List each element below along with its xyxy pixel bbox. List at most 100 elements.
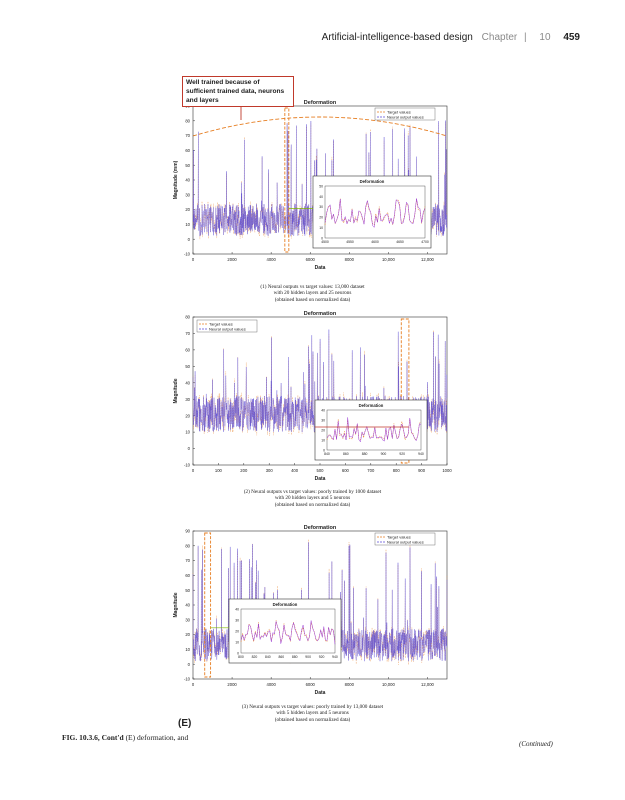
- y-tick-label: 60: [185, 347, 190, 352]
- running-header: Artificial-intelligence-based design Cha…: [0, 32, 580, 43]
- x-tick-label: 300: [266, 468, 274, 473]
- caption-line: (obtained based on normalized data): [274, 716, 351, 723]
- y-tick-label: 10: [185, 222, 190, 227]
- book-title: Artificial-intelligence-based design: [321, 32, 473, 43]
- inset-y-tick-label: 0: [237, 651, 239, 655]
- x-tick-label: 700: [367, 468, 375, 473]
- x-tick-label: 8000: [345, 682, 355, 687]
- caption-line: (obtained based on normalized data): [274, 501, 351, 508]
- chapter-number: 10: [539, 32, 551, 43]
- legend-box: [196, 319, 258, 333]
- x-tick-label: 6000: [306, 257, 316, 262]
- inset-x-tick-label: 940: [418, 452, 424, 456]
- inset-x-tick-label: 920: [399, 452, 405, 456]
- highlight-region: [204, 532, 212, 678]
- inset-y-tick-label: 20: [321, 428, 325, 432]
- inset-x-tick-label: 860: [343, 452, 349, 456]
- inset-x-tick-label: 4600: [371, 240, 379, 244]
- annotation-box: Well trained because of sufficient train…: [182, 76, 294, 107]
- y-axis-label: Magnitude: [173, 378, 179, 403]
- x-tick-label: 10,000: [382, 257, 395, 262]
- y-tick-label: 90: [185, 529, 190, 534]
- legend-box: [374, 107, 436, 121]
- inset-x-tick-label: 800: [238, 655, 244, 659]
- y-tick-label: 10: [185, 430, 190, 435]
- envelope-arc: [192, 116, 448, 137]
- inset-y-tick-label: 20: [319, 216, 323, 220]
- inset-x-tick-label: 860: [278, 655, 284, 659]
- inset-x-tick-label: 880: [362, 452, 368, 456]
- y-tick-label: 0: [188, 446, 191, 451]
- caption-line: (obtained based on normalized data): [274, 296, 351, 303]
- y-tick-label: 10: [185, 647, 190, 652]
- inset-series-neural: [324, 198, 426, 228]
- legend-label-target: Target values: [209, 322, 233, 327]
- inset-x-tick-label: 880: [292, 655, 298, 659]
- x-tick-label: 900: [418, 468, 426, 473]
- y-tick-label: 70: [185, 331, 190, 336]
- x-tick-label: 12,000: [421, 257, 434, 262]
- inset-x-tick-label: 940: [332, 655, 338, 659]
- caption-line: with 20 hidden layers and 25 neurons: [273, 290, 352, 297]
- inset-x-tick-label: 900: [305, 655, 311, 659]
- inset-y-tick-label: 10: [235, 640, 239, 644]
- x-axis-label: Data: [315, 265, 326, 271]
- inset-title: Deformation: [360, 179, 385, 184]
- x-tick-label: 8000: [345, 257, 355, 262]
- y-tick-label: 50: [185, 588, 190, 593]
- chart-3-caption: (3) Neural outputs vs target values: poo…: [0, 704, 625, 723]
- inset-x-tick-label: 4650: [396, 240, 404, 244]
- inset-frame: [314, 399, 428, 461]
- legend-label-neural: Neural output values: [387, 540, 424, 545]
- caption-line: (3) Neural outputs vs target values: poo…: [241, 704, 384, 710]
- inset-series-neural: [326, 417, 422, 443]
- inset-frame: [312, 175, 432, 249]
- x-tick-label: 400: [291, 468, 299, 473]
- y-tick-label: 0: [188, 237, 191, 242]
- y-tick-label: 40: [185, 178, 190, 183]
- inset-y-tick-label: 0: [321, 236, 323, 240]
- inset-plot-frame: [326, 409, 422, 451]
- chart-1: Deformation-1001020304050607080900200040…: [173, 100, 448, 271]
- x-tick-label: 800: [393, 468, 401, 473]
- inset-y-tick-label: 40: [235, 607, 239, 611]
- x-tick-label: 4000: [266, 257, 276, 262]
- legend-label-neural: Neural output values: [387, 115, 424, 120]
- y-tick-label: 30: [185, 397, 190, 402]
- chart-title: Deformation: [304, 100, 337, 106]
- y-tick-label: 30: [185, 617, 190, 622]
- y-tick-label: 60: [185, 148, 190, 153]
- figure-panel-label: (E): [178, 718, 192, 729]
- highlight-region: [400, 318, 410, 464]
- x-tick-label: 4000: [266, 682, 276, 687]
- legend-box: [374, 532, 436, 546]
- y-tick-label: 50: [185, 364, 190, 369]
- x-tick-label: 0: [192, 468, 195, 473]
- inset-y-tick-label: 20: [235, 629, 239, 633]
- inset-y-tick-label: 50: [319, 184, 323, 188]
- inset-x-tick-label: 900: [381, 452, 387, 456]
- x-tick-label: 6000: [306, 682, 316, 687]
- inset-x-tick-label: 920: [319, 655, 325, 659]
- x-tick-label: 100: [215, 468, 223, 473]
- inset-x-tick-label: 820: [252, 655, 258, 659]
- inset-y-tick-label: 40: [321, 408, 325, 412]
- y-tick-label: 70: [185, 558, 190, 563]
- inset-y-tick-label: 0: [323, 448, 325, 452]
- x-tick-label: 10,000: [382, 682, 395, 687]
- y-tick-label: 20: [185, 413, 190, 418]
- y-tick-label: 40: [185, 380, 190, 385]
- y-tick-label: -10: [184, 252, 191, 257]
- figure-caption-text: (E) deformation, and: [125, 733, 189, 742]
- x-axis-label: Data: [315, 476, 326, 482]
- y-tick-label: -10: [184, 463, 191, 468]
- caption-line: with 5 hidden layers and 5 neurons: [276, 710, 349, 717]
- x-tick-label: 0: [192, 257, 195, 262]
- legend-label-target: Target values: [387, 110, 411, 115]
- x-tick-label: 2000: [227, 682, 237, 687]
- inset-x-tick-label: 4500: [321, 240, 329, 244]
- x-tick-label: 0: [192, 682, 195, 687]
- y-tick-label: 50: [185, 163, 190, 168]
- header-separator: |: [524, 32, 527, 43]
